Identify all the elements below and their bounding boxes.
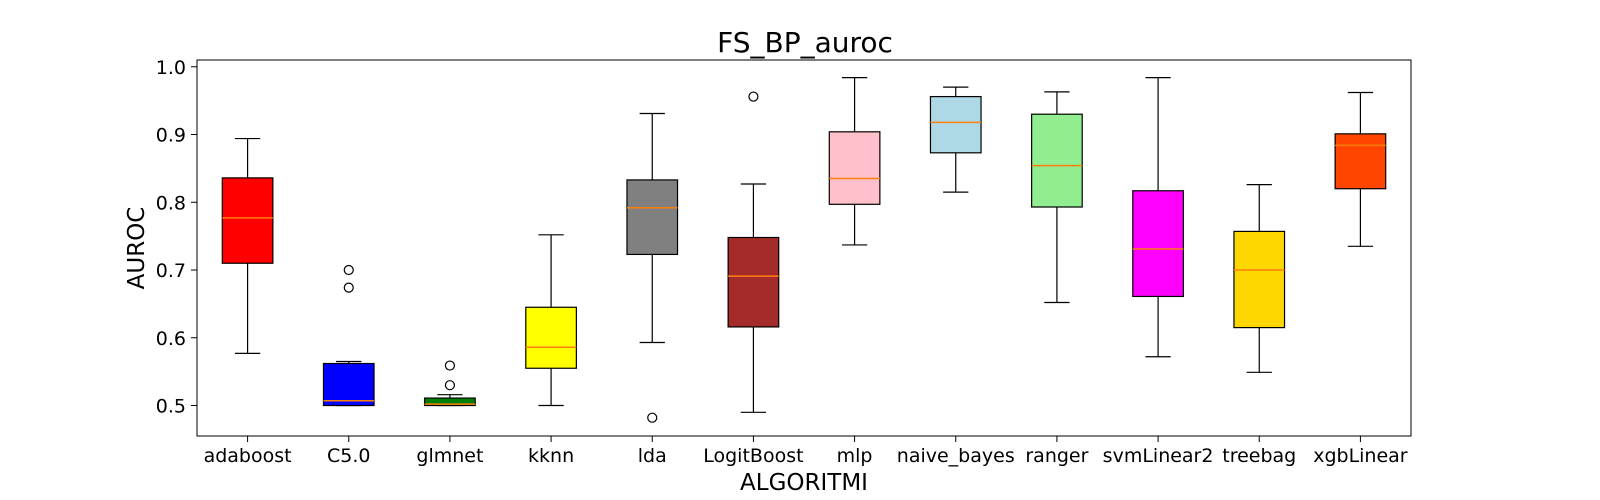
- y-axis: 0.5 0.6 0.7 0.8 0.9 1.0: [156, 57, 197, 418]
- x-tick-label: svmLinear2: [1103, 445, 1214, 467]
- y-tick-label: 0.7: [156, 260, 186, 282]
- x-tick-label: mlp: [837, 445, 873, 467]
- box-glmnet: [424, 360, 476, 407]
- x-tick-label: ranger: [1025, 445, 1088, 467]
- iqr-box: [727, 236, 780, 328]
- box-C5.0: [322, 264, 375, 407]
- box-adaboost: [221, 137, 274, 354]
- box-naive_bayes: [929, 86, 982, 193]
- iqr-box: [1031, 113, 1083, 208]
- x-tick-label: adaboost: [204, 445, 292, 467]
- x-axis: adaboost C5.0 glmnet kknn lda LogitBoost mlp na…: [204, 436, 1408, 467]
- x-tick-label: glmnet: [416, 445, 483, 467]
- x-tick-label: LogitBoost: [703, 445, 803, 467]
- iqr-box: [424, 397, 476, 407]
- iqr-box: [1233, 230, 1286, 329]
- iqr-box: [221, 177, 274, 264]
- y-tick-label: 0.9: [156, 125, 186, 147]
- outlier-point: [343, 264, 354, 276]
- x-tick-label: C5.0: [327, 445, 370, 467]
- box-kknn: [525, 234, 577, 407]
- x-tick-label: naive_bayes: [897, 445, 1015, 467]
- iqr-box: [1132, 190, 1184, 298]
- iqr-box: [1334, 133, 1387, 190]
- iqr-box: [929, 95, 982, 154]
- outlier-point: [343, 282, 354, 293]
- iqr-box: [828, 131, 881, 205]
- x-tick-label: kknn: [528, 445, 574, 467]
- y-tick-label: 0.6: [156, 328, 186, 350]
- box-ranger: [1031, 91, 1083, 304]
- plot-area: [196, 59, 1412, 437]
- y-tick-label: 1.0: [156, 57, 186, 79]
- box-mlp: [828, 77, 881, 246]
- box-svmLinear2: [1132, 77, 1184, 358]
- y-tick-label: 0.8: [156, 192, 186, 214]
- iqr-box: [525, 306, 577, 369]
- x-tick-label: xgbLinear: [1313, 445, 1408, 467]
- box-lda: [626, 112, 679, 423]
- y-axis-label: AUROC: [124, 207, 150, 290]
- outlier-point: [647, 412, 658, 423]
- chart-title: FS_BP_auroc: [717, 26, 893, 59]
- outlier-point: [444, 380, 456, 391]
- x-tick-label: treebag: [1222, 445, 1296, 467]
- box-series: [221, 77, 1387, 423]
- outlier-point: [444, 360, 456, 371]
- box-LogitBoost: [727, 91, 780, 413]
- x-axis-label: ALGORITMI: [740, 470, 868, 496]
- x-tick-label: lda: [638, 445, 667, 467]
- box-xgbLinear: [1334, 91, 1387, 247]
- y-tick-label: 0.5: [156, 396, 186, 418]
- iqr-box: [626, 179, 679, 256]
- outlier-point: [748, 91, 759, 102]
- iqr-box: [322, 362, 375, 407]
- box-treebag: [1233, 184, 1286, 373]
